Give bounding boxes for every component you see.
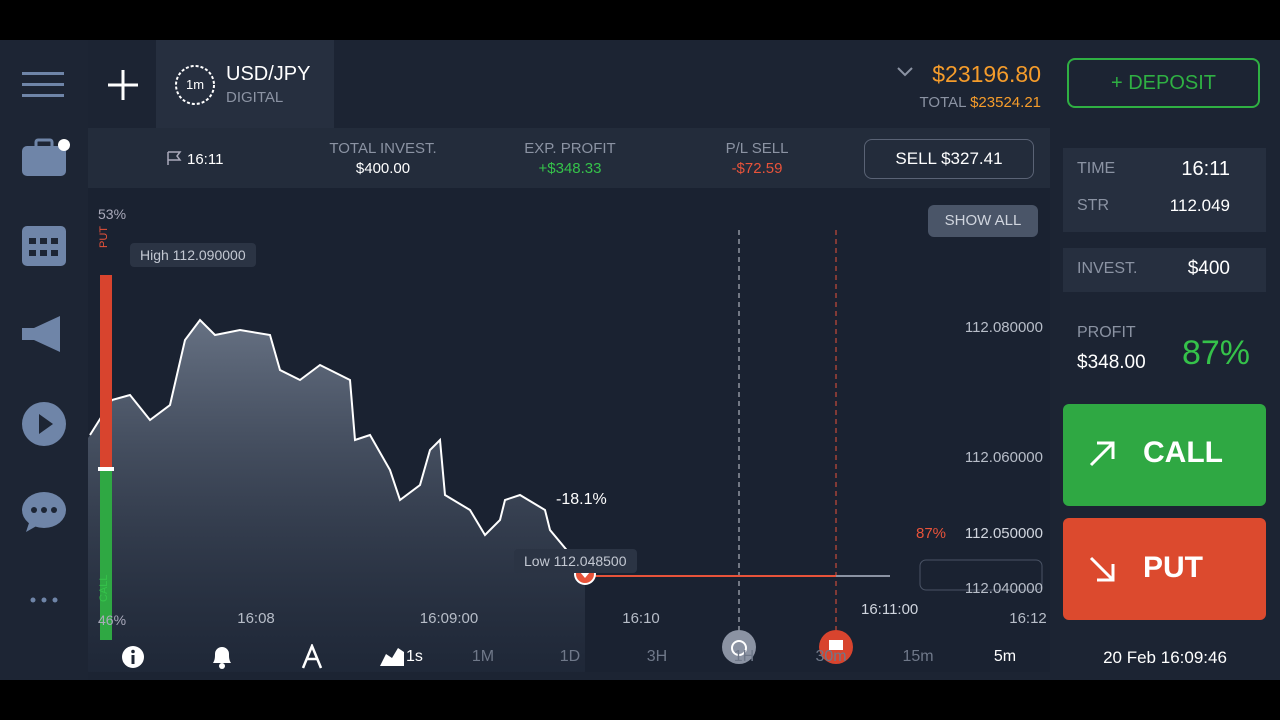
period[interactable]: 3H bbox=[646, 648, 668, 665]
instrument-type: DIGITAL bbox=[226, 89, 284, 106]
clock: 20 Feb 16:09:46 bbox=[1103, 648, 1227, 667]
show-all-button[interactable]: SHOW ALL bbox=[928, 205, 1038, 237]
low-label: Low 112.048500 bbox=[514, 549, 637, 573]
info-icon[interactable] bbox=[121, 645, 145, 669]
call-percent: 46% bbox=[98, 612, 127, 628]
sidebar bbox=[0, 40, 88, 680]
period[interactable]: 1H bbox=[733, 648, 755, 665]
pl-sell-label: P/L SELL bbox=[725, 140, 789, 157]
invest-label: INVEST. bbox=[1077, 260, 1138, 277]
call-label: CALL bbox=[98, 574, 110, 602]
app: 1m USD/JPY DIGITAL $23196.80 TOTAL $2352… bbox=[0, 40, 1280, 680]
flag-icon bbox=[167, 151, 182, 165]
profit: $348.00 bbox=[1077, 352, 1146, 373]
asset-tab[interactable]: 1m USD/JPY DIGITAL bbox=[156, 40, 334, 128]
profit-label: PROFIT bbox=[1077, 324, 1136, 341]
expiry: 16:11 bbox=[187, 151, 224, 168]
put-label: PUT bbox=[98, 226, 110, 248]
total-invest: $400.00 bbox=[355, 160, 411, 177]
price-tick: 112.040000 bbox=[964, 580, 1043, 597]
add-asset[interactable] bbox=[106, 68, 140, 102]
more-icon[interactable] bbox=[30, 596, 60, 604]
calendar-icon[interactable] bbox=[22, 226, 66, 268]
draw-icon[interactable] bbox=[300, 644, 324, 670]
current-payout: 87% bbox=[916, 525, 947, 542]
call-button[interactable]: CALL bbox=[1063, 404, 1266, 506]
exp-profit-label: EXP. PROFIT bbox=[524, 140, 616, 157]
period[interactable]: 30m bbox=[815, 648, 847, 665]
timeframe-badge bbox=[175, 65, 215, 105]
invest-box[interactable]: INVEST. $400 bbox=[1063, 248, 1266, 292]
balance-dropdown[interactable] bbox=[896, 66, 914, 78]
exp-profit: +$348.33 bbox=[538, 160, 602, 177]
invest: $400 bbox=[1187, 258, 1230, 279]
candle-size[interactable]: 1s bbox=[406, 648, 423, 665]
current-price: 112.050000 bbox=[964, 525, 1043, 542]
instrument: USD/JPY bbox=[226, 63, 311, 85]
put-button[interactable]: PUT bbox=[1063, 518, 1266, 620]
put-percent: 53% bbox=[98, 206, 127, 222]
price-tick: 112.080000 bbox=[964, 319, 1043, 336]
time-tick: 16:10 bbox=[622, 610, 660, 627]
total-label: TOTAL bbox=[919, 94, 966, 111]
deposit-button[interactable]: + DEPOSIT bbox=[1067, 58, 1260, 108]
time-box[interactable]: TIME 16:11 STR 112.049 bbox=[1063, 148, 1266, 232]
balance[interactable]: $23196.80 bbox=[932, 61, 1041, 87]
period[interactable]: 1M bbox=[471, 648, 495, 665]
news-icon[interactable] bbox=[22, 316, 66, 356]
str-label: STR bbox=[1077, 197, 1109, 214]
time: 16:11 bbox=[1181, 158, 1230, 180]
period[interactable]: 15m bbox=[902, 648, 934, 665]
put-text: PUT bbox=[1143, 551, 1203, 584]
video-icon[interactable] bbox=[22, 402, 66, 446]
call-text: CALL bbox=[1143, 436, 1223, 469]
time-label: TIME bbox=[1077, 160, 1116, 177]
total: $23524.21 bbox=[970, 94, 1041, 111]
sell-button[interactable]: SELL $327.41 bbox=[864, 139, 1034, 179]
period[interactable]: 1D bbox=[559, 648, 581, 665]
expiration-time: 16:11:00 bbox=[861, 601, 919, 618]
time-tick: 16:09:00 bbox=[419, 610, 479, 627]
period-selected[interactable]: 5m bbox=[993, 648, 1017, 665]
time-tick: 16:12 bbox=[1009, 610, 1047, 627]
alert-icon[interactable] bbox=[210, 644, 234, 670]
call-arrow bbox=[1089, 441, 1115, 467]
chart-type-icon[interactable] bbox=[380, 646, 404, 666]
change-label: -18.1% bbox=[552, 488, 611, 512]
time-tick: 16:08 bbox=[237, 610, 275, 627]
high-label: High 112.090000 bbox=[130, 243, 256, 267]
menu-icon[interactable] bbox=[22, 70, 66, 100]
portfolio-icon[interactable] bbox=[22, 136, 74, 180]
price-chart bbox=[88, 188, 1050, 672]
chat-icon[interactable] bbox=[22, 490, 68, 534]
profit-percent: 87% bbox=[1181, 334, 1250, 372]
price-tick: 112.060000 bbox=[964, 449, 1043, 466]
put-arrow bbox=[1089, 556, 1115, 582]
timeframe: 1m bbox=[185, 77, 205, 92]
pl-sell: -$72.59 bbox=[731, 160, 783, 177]
total-invest-label: TOTAL INVEST. bbox=[329, 140, 437, 157]
str: 112.049 bbox=[1169, 196, 1230, 215]
